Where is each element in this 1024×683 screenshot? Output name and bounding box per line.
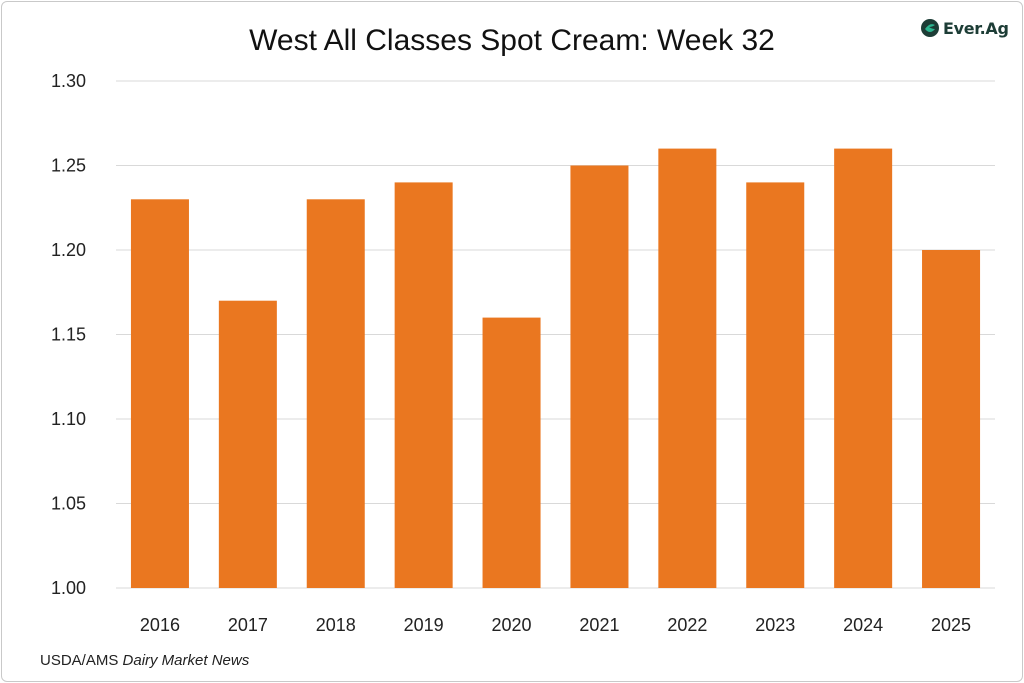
x-tick-label: 2021: [579, 615, 619, 635]
bar-2021: [570, 165, 629, 588]
x-tick-label: 2024: [843, 615, 883, 635]
ever-ag-logo: Ever.Ag: [920, 15, 1009, 41]
chart-title: West All Classes Spot Cream: Week 32: [249, 24, 775, 57]
bar-2023: [746, 182, 805, 588]
y-tick-label: 1.10: [51, 409, 86, 429]
bar-2024: [834, 148, 893, 588]
x-axis-ticks: 2016 2017 2018 2019 2020 2021 2022 2023 2024 2025: [140, 615, 971, 635]
x-tick-label: 2020: [492, 615, 532, 635]
x-tick-label: 2018: [316, 615, 356, 635]
source-prefix: USDA/AMS: [40, 652, 123, 669]
x-tick-label: 2016: [140, 615, 180, 635]
bars: [130, 148, 981, 589]
ever-ag-logo-icon: [921, 19, 939, 37]
y-tick-label: 1.20: [51, 240, 86, 260]
y-tick-label: 1.15: [51, 325, 86, 345]
bar-2025: [922, 250, 981, 588]
y-tick-label: 1.00: [51, 578, 86, 598]
bar-2022: [658, 148, 717, 588]
x-tick-label: 2022: [667, 615, 707, 635]
source-note: USDA/AMS Dairy Market News: [40, 652, 249, 669]
x-tick-label: 2025: [931, 615, 971, 635]
y-tick-label: 1.05: [51, 494, 86, 514]
x-tick-label: 2017: [228, 615, 268, 635]
source-publication: Dairy Market News: [122, 652, 250, 669]
logo-text: Ever.Ag: [943, 18, 1009, 38]
bar-2017: [218, 300, 277, 588]
y-tick-label: 1.25: [51, 156, 86, 176]
bar-2020: [482, 317, 541, 588]
x-tick-label: 2023: [755, 615, 795, 635]
bar-2019: [394, 182, 453, 588]
y-axis-ticks: 1.00 1.05 1.10 1.15 1.20 1.25 1.30: [51, 71, 86, 598]
y-tick-label: 1.30: [51, 71, 86, 91]
x-tick-label: 2019: [404, 615, 444, 635]
bar-2016: [130, 199, 189, 589]
bar-chart: 1.001.051.101.151.201.251.30 2016 2017 201…: [51, 71, 995, 635]
bar-2018: [306, 199, 365, 589]
